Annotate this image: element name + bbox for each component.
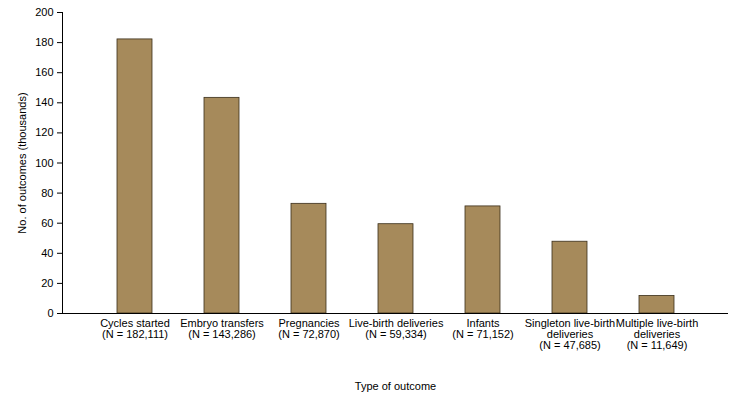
svg-text:100: 100 xyxy=(35,157,53,169)
svg-text:0: 0 xyxy=(47,307,53,319)
svg-text:120: 120 xyxy=(35,126,53,138)
svg-text:Pregnancies(N = 72,870): Pregnancies(N = 72,870) xyxy=(278,317,340,340)
svg-text:Type of outcome: Type of outcome xyxy=(355,380,436,392)
svg-text:Embryo transfers(N = 143,286): Embryo transfers(N = 143,286) xyxy=(180,317,264,340)
svg-text:60: 60 xyxy=(41,217,53,229)
svg-text:140: 140 xyxy=(35,96,53,108)
svg-text:Infants(N = 71,152): Infants(N = 71,152) xyxy=(452,317,513,340)
svg-text:Singleton live-birthdeliveries: Singleton live-birthdeliveries(N = 47,68… xyxy=(525,317,616,351)
svg-text:No. of outcomes (thousands): No. of outcomes (thousands) xyxy=(16,92,28,233)
svg-text:180: 180 xyxy=(35,36,53,48)
svg-text:Live-birth deliveries(N = 59,3: Live-birth deliveries(N = 59,334) xyxy=(349,317,444,340)
svg-text:80: 80 xyxy=(41,187,53,199)
svg-text:40: 40 xyxy=(41,247,53,259)
svg-text:Cycles started(N = 182,111): Cycles started(N = 182,111) xyxy=(100,317,170,340)
svg-text:160: 160 xyxy=(35,66,53,78)
svg-text:20: 20 xyxy=(41,277,53,289)
svg-text:Multiple live-birthdeliveries(: Multiple live-birthdeliveries(N = 11,649… xyxy=(616,317,699,351)
svg-text:200: 200 xyxy=(35,6,53,18)
